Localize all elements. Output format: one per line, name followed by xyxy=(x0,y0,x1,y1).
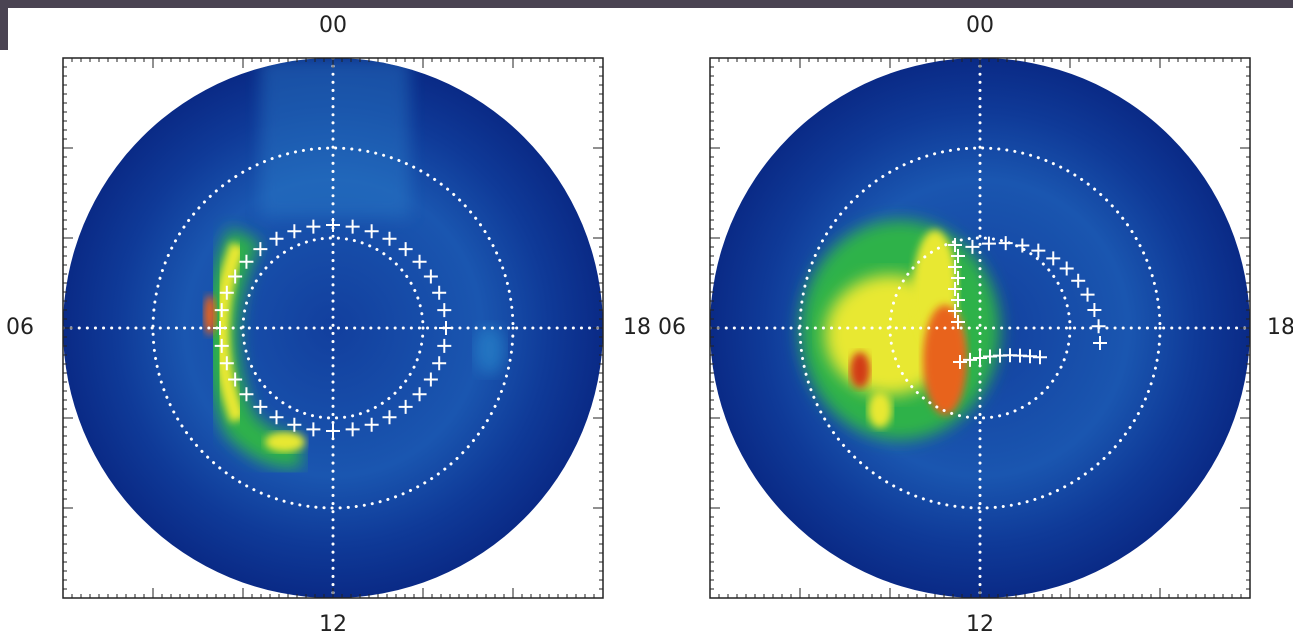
plus-marker xyxy=(214,338,229,353)
plus-marker xyxy=(951,293,965,307)
frame-ticks xyxy=(62,57,604,599)
plus-marker xyxy=(228,372,243,387)
plus-marker xyxy=(253,242,268,257)
corner-bar xyxy=(0,0,8,50)
plus-marker xyxy=(213,321,227,335)
plus-marker xyxy=(228,269,243,284)
label-bottom: 12 xyxy=(319,612,347,636)
plus-marker xyxy=(439,321,453,335)
plus-marker xyxy=(437,303,452,318)
plus-marker xyxy=(382,231,397,246)
plus-marker xyxy=(326,218,340,232)
plus-marker xyxy=(437,338,452,353)
plus-marker xyxy=(398,242,413,257)
plus-marker xyxy=(953,355,967,369)
plus-marker xyxy=(965,239,980,254)
plus-marker xyxy=(219,356,234,371)
plus-marker xyxy=(951,315,965,329)
label-top: 00 xyxy=(966,13,994,38)
plus-marker xyxy=(1091,319,1106,334)
plus-marker xyxy=(1033,350,1047,365)
top-bar xyxy=(0,0,1293,8)
label-left: 06 xyxy=(6,315,34,340)
dotted-ring xyxy=(798,146,1162,510)
plus-marker xyxy=(412,254,427,269)
label-bottom: 12 xyxy=(966,612,994,636)
label-left: 06 xyxy=(658,315,686,340)
plus-marker xyxy=(1015,238,1030,253)
plus-marker xyxy=(948,238,962,252)
dotted-ring xyxy=(888,236,1072,420)
plus-marker xyxy=(364,417,379,432)
plus-marker xyxy=(432,356,447,371)
plus-marker xyxy=(306,219,321,234)
plus-marker xyxy=(963,352,977,367)
plus-marker xyxy=(345,219,360,234)
plus-marker xyxy=(998,236,1013,251)
plus-marker xyxy=(948,282,962,296)
plus-marker xyxy=(345,422,360,437)
plus-marker xyxy=(423,372,438,387)
plus-marker xyxy=(412,387,427,402)
plus-marker xyxy=(239,254,254,269)
plus-marker xyxy=(239,387,254,402)
plus-marker xyxy=(951,249,965,263)
plus-marker xyxy=(306,422,321,437)
plus-marker xyxy=(326,424,340,438)
plus-marker xyxy=(981,236,996,251)
panel xyxy=(63,58,603,598)
plus-marker xyxy=(364,224,379,239)
plus-marker xyxy=(382,410,397,425)
plus-marker xyxy=(1031,243,1046,258)
plus-marker xyxy=(1071,273,1086,288)
disk xyxy=(63,58,603,598)
plus-marker xyxy=(1080,287,1095,302)
plus-marker xyxy=(973,350,987,365)
plus-marker xyxy=(951,271,965,285)
aurora xyxy=(800,220,1000,440)
frame-ticks xyxy=(709,57,1251,599)
label-right: 18 xyxy=(1267,315,1293,340)
plus-marker xyxy=(432,285,447,300)
plus-marker xyxy=(214,303,229,318)
plus-marker xyxy=(948,260,962,274)
plus-marker xyxy=(1059,261,1074,276)
label-right: 18 xyxy=(623,315,651,340)
panel xyxy=(710,58,1250,598)
plus-marker xyxy=(1087,302,1102,317)
plus-marker xyxy=(1046,251,1061,266)
plus-marker xyxy=(269,410,284,425)
plus-marker xyxy=(253,399,268,414)
label-top: 00 xyxy=(319,13,347,38)
plus-marker xyxy=(287,417,302,432)
plus-marker xyxy=(287,224,302,239)
plus-marker xyxy=(423,269,438,284)
plus-marker xyxy=(948,304,962,318)
plus-marker xyxy=(1093,336,1107,350)
plus-marker xyxy=(398,399,413,414)
aurora xyxy=(204,58,505,468)
plus-marker xyxy=(269,231,284,246)
plus-marker xyxy=(219,285,234,300)
dotted-ring xyxy=(241,236,425,420)
dotted-ring xyxy=(151,146,515,510)
